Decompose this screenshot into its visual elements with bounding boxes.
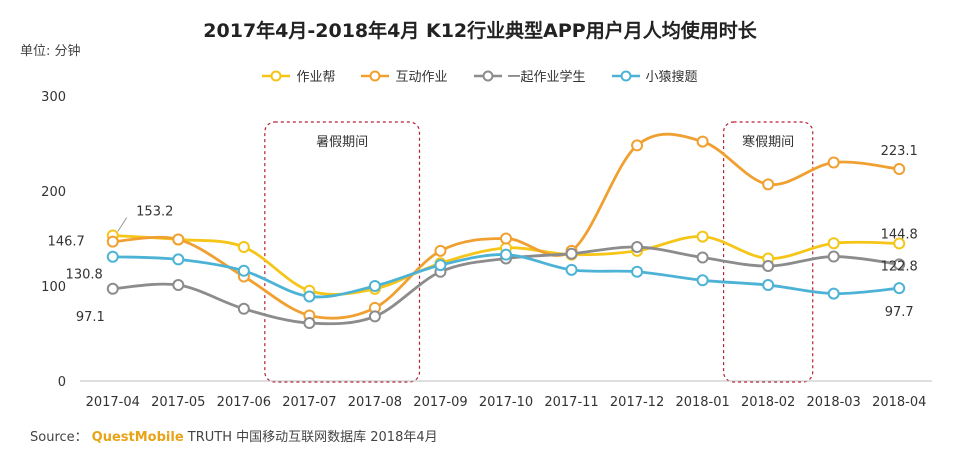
line-chart: 暑假期间 寒假期间 0 100 200 300 2017-04 2017-05 2017-06 2… [41, 90, 932, 410]
data-point [827, 156, 840, 169]
data-label: 144.8 [881, 227, 918, 242]
x-tick-label: 2017-07 [282, 395, 336, 410]
data-point [106, 250, 119, 263]
x-tick-label: 2018-03 [807, 395, 861, 410]
data-label: 223.1 [881, 144, 918, 159]
chart-title: 2017年4月-2018年4月 K12行业典型APP用户月人均使用时长 [203, 20, 757, 42]
data-point [303, 290, 316, 303]
data-point [500, 232, 512, 245]
data-label: 97.1 [76, 310, 105, 325]
data-point [565, 263, 578, 276]
data-point [303, 317, 316, 330]
legend-item: 一起作业学生 [473, 66, 586, 85]
data-point [631, 241, 644, 254]
data-label: 130.8 [66, 268, 103, 283]
legend-label: 一起作业学生 [507, 70, 586, 85]
data-point [762, 279, 775, 292]
period-label: 寒假期间 [742, 134, 794, 150]
data-point [368, 310, 381, 323]
data-point [827, 250, 840, 263]
data-point [106, 235, 119, 248]
data-point [696, 230, 709, 243]
x-tick-label: 2017-08 [348, 395, 402, 410]
x-tick-label: 2017-06 [217, 395, 271, 410]
x-tick-label: 2017-05 [151, 395, 205, 410]
data-point [893, 282, 906, 295]
data-point [631, 139, 644, 152]
source-note: Source： QuestMobile TRUTH 中国移动互联网数据库 2018… [30, 426, 438, 445]
data-point [762, 260, 775, 273]
legend-item: 作业帮 [262, 66, 335, 85]
data-point [565, 247, 578, 260]
data-point [631, 265, 644, 278]
x-tick-label: 2018-04 [872, 395, 926, 410]
data-point [827, 287, 840, 300]
data-label: 122.8 [881, 259, 918, 274]
legend-swatch [361, 70, 390, 81]
x-tick-label: 2018-01 [675, 395, 729, 410]
period-box [722, 121, 814, 383]
x-tick-label: 2017-11 [544, 395, 598, 410]
data-point [696, 274, 709, 287]
y-tick-label: 0 [58, 375, 66, 390]
data-label: 153.2 [136, 204, 173, 219]
period-label: 暑假期间 [316, 135, 368, 150]
x-tick-label: 2018-02 [741, 395, 795, 410]
data-point [172, 279, 185, 292]
legend-label: 互动作业 [395, 70, 448, 85]
data-label: 97.7 [885, 305, 914, 320]
y-tick-label: 200 [41, 185, 66, 200]
data-point [500, 248, 512, 261]
source-brand: QuestMobile [91, 430, 184, 445]
series-line [112, 132, 900, 320]
data-point [237, 302, 250, 315]
period-box [264, 121, 421, 383]
data-point [106, 282, 119, 295]
data-point [237, 264, 250, 277]
data-point [237, 241, 250, 254]
y-tick-label: 300 [41, 90, 66, 105]
legend-item: 小猿搜题 [611, 66, 698, 85]
data-point [434, 259, 447, 272]
data-point [696, 135, 709, 148]
y-tick-label: 100 [41, 280, 66, 295]
data-point [368, 280, 381, 292]
legend: 作业帮 互动作业 一起作业学生 小猿搜题 [0, 66, 960, 85]
legend-item: 互动作业 [361, 66, 448, 85]
legend-swatch [611, 70, 640, 81]
data-point [434, 244, 447, 257]
data-point [172, 233, 185, 246]
data-point [893, 163, 906, 176]
data-label: 146.7 [48, 235, 85, 250]
unit-label: 单位: 分钟 [20, 44, 81, 59]
data-point [696, 251, 709, 264]
source-rest: TRUTH 中国移动互联网数据库 2018年4月 [187, 430, 438, 445]
label-leader [117, 217, 128, 232]
legend-swatch [262, 70, 291, 81]
data-point [893, 258, 906, 271]
data-point [893, 237, 906, 250]
legend-label: 小猿搜题 [645, 70, 698, 85]
x-tick-label: 2017-04 [86, 395, 140, 410]
legend-swatch [473, 70, 502, 81]
legend-label: 作业帮 [296, 70, 336, 85]
x-tick-label: 2017-12 [610, 395, 664, 410]
x-tick-label: 2017-10 [479, 395, 533, 410]
x-tick-label: 2017-09 [413, 395, 467, 410]
data-point [827, 237, 840, 250]
source-prefix: Source： [30, 430, 88, 445]
data-point [762, 178, 775, 191]
data-point [172, 253, 185, 266]
